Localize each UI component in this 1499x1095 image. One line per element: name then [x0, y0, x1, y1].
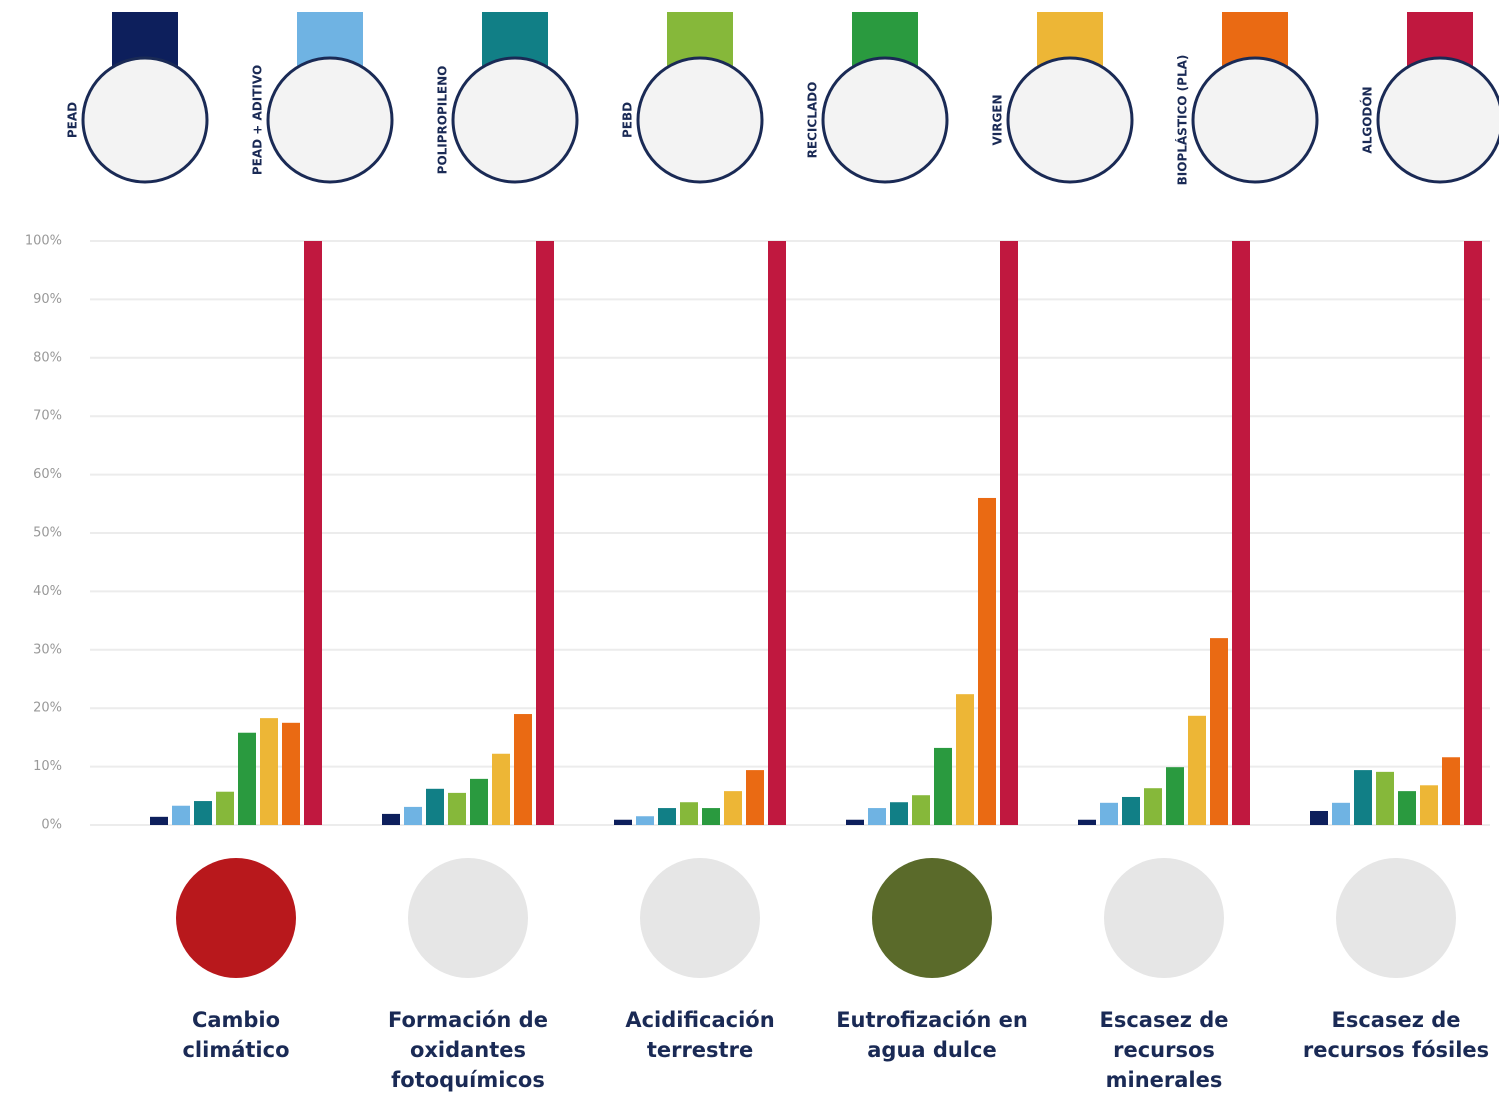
bar	[172, 805, 190, 825]
bar	[1000, 241, 1018, 825]
bar	[536, 241, 554, 825]
bar	[1376, 771, 1394, 825]
bar	[1188, 715, 1206, 825]
bag-icon	[821, 56, 949, 184]
bar	[912, 795, 930, 825]
bar	[978, 497, 996, 825]
bar	[426, 788, 444, 825]
legend-label: POLIPROPILENO	[436, 66, 450, 175]
bar	[238, 732, 256, 825]
bar	[868, 808, 886, 825]
category-label: Acidificación terrestre	[625, 1008, 775, 1062]
legend-label: BIOPLÁSTICO (PLA)	[1175, 55, 1190, 186]
y-tick-label: 30%	[33, 642, 62, 657]
bar	[1144, 788, 1162, 825]
bar	[680, 802, 698, 825]
bar	[470, 778, 488, 825]
category-icon	[640, 858, 760, 978]
bar	[614, 819, 632, 825]
bar	[934, 747, 952, 825]
bar	[746, 770, 764, 825]
y-tick-label: 60%	[33, 467, 62, 482]
bag-icon	[1006, 56, 1134, 184]
bar	[1464, 241, 1482, 825]
bar	[492, 753, 510, 825]
bar	[768, 241, 786, 825]
bar	[282, 722, 300, 825]
y-tick-label: 40%	[33, 584, 62, 599]
category-icon	[176, 858, 296, 978]
category-label: Escasez de recursos minerales	[1099, 1008, 1229, 1092]
bar	[260, 718, 278, 825]
bar	[1442, 757, 1460, 825]
category-label: Eutrofización en agua dulce	[836, 1008, 1028, 1062]
bar	[956, 694, 974, 825]
bar	[1398, 791, 1416, 825]
bar	[1078, 819, 1096, 825]
y-tick-label: 50%	[33, 526, 62, 541]
category-label: Cambio climático	[182, 1008, 290, 1062]
bar	[1332, 802, 1350, 825]
y-tick-label: 10%	[33, 759, 62, 774]
y-tick-label: 80%	[33, 350, 62, 365]
y-tick-label: 70%	[33, 409, 62, 424]
bar	[194, 801, 212, 825]
legend-label: PEAD + ADITIVO	[251, 65, 265, 175]
bar	[1166, 767, 1184, 825]
bag-icon	[1376, 56, 1499, 184]
category-label: Formación de oxidantes fotoquímicos	[388, 1008, 548, 1092]
legend-label: RECICLADO	[806, 82, 820, 159]
legend-label: VIRGEN	[991, 94, 1005, 145]
bag-icon	[636, 56, 764, 184]
category-icon	[1104, 858, 1224, 978]
bar	[1210, 638, 1228, 825]
category-label: Escasez de recursos fósiles	[1302, 1008, 1490, 1062]
bag-icon	[451, 56, 579, 184]
category-icon	[408, 858, 528, 978]
legend-label: PEBD	[621, 102, 635, 138]
bar	[1100, 802, 1118, 825]
bar	[1354, 770, 1372, 825]
bar	[702, 808, 720, 825]
bar	[1232, 241, 1250, 825]
bar	[658, 808, 676, 825]
y-tick-label: 90%	[33, 292, 62, 307]
bar	[890, 802, 908, 825]
bar	[382, 813, 400, 825]
legend-label: PEAD	[66, 102, 80, 138]
y-tick-label: 0%	[41, 818, 62, 833]
category-icon	[1336, 858, 1456, 978]
bar	[1420, 785, 1438, 825]
y-tick-label: 100%	[25, 234, 62, 249]
bar	[1122, 796, 1140, 825]
bar	[1310, 810, 1328, 825]
category-icon	[872, 858, 992, 978]
bar	[404, 806, 422, 825]
bar	[304, 241, 322, 825]
bag-icon	[1191, 56, 1319, 184]
bag-icon	[81, 56, 209, 184]
bar	[448, 792, 466, 825]
legend-label: ALGODÓN	[1360, 86, 1375, 153]
bar	[636, 816, 654, 825]
y-tick-label: 20%	[33, 701, 62, 716]
bar	[724, 791, 742, 825]
bar	[514, 714, 532, 825]
bag-icon	[266, 56, 394, 184]
bar	[150, 816, 168, 825]
bar	[846, 819, 864, 825]
bar	[216, 791, 234, 825]
